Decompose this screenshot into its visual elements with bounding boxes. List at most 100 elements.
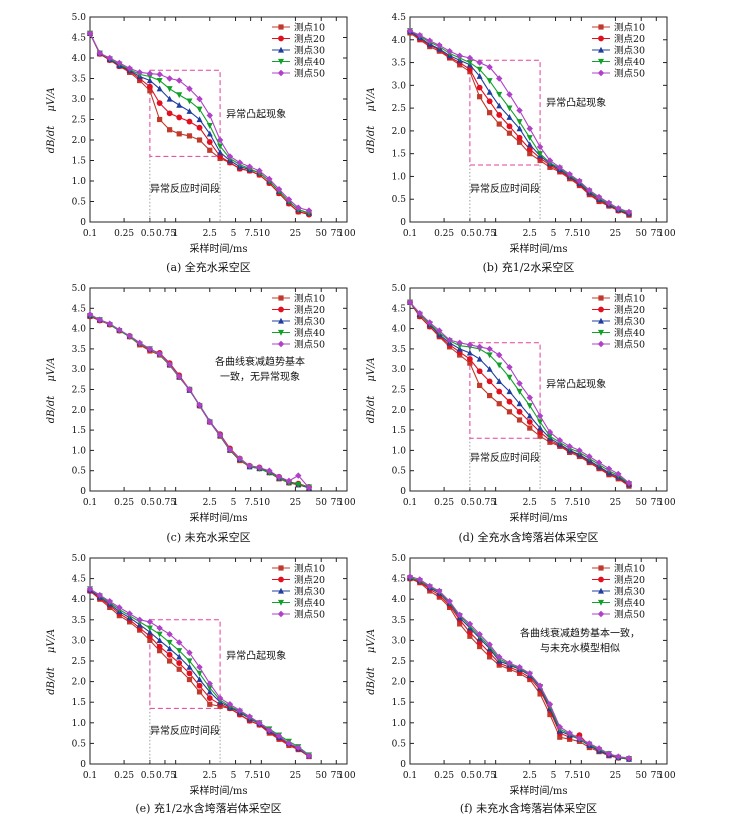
data-point	[496, 75, 503, 82]
x-tick-label: 0.1	[83, 771, 97, 781]
y-tick-label: 3.0	[72, 365, 87, 375]
panel-caption: (f) 未充水含垮落岩体采空区	[460, 801, 597, 815]
y-tick-label: 2.5	[392, 104, 407, 114]
x-tick-label: 25	[290, 771, 302, 781]
y-tick-label: 3.0	[392, 636, 407, 646]
data-point	[217, 149, 224, 155]
data-point	[537, 419, 544, 426]
y-tick-label: 4.5	[392, 575, 407, 585]
data-point	[186, 108, 193, 114]
data-point	[406, 573, 414, 580]
data-point	[476, 84, 483, 91]
y-tick-label: 5.0	[72, 13, 87, 23]
data-point	[467, 360, 473, 366]
y-tick-label: 3.5	[72, 616, 87, 626]
x-tick-label: 1	[173, 771, 179, 781]
x-axis-label: 采样时间/ms	[510, 784, 568, 797]
data-point	[86, 311, 94, 318]
data-point	[216, 431, 224, 439]
annotation-anomaly-bulge: 异常凸起现象	[226, 649, 286, 662]
x-axis-label: 采样时间/ms	[510, 242, 568, 255]
legend-entry: 测点30	[294, 587, 325, 598]
data-point	[586, 740, 593, 747]
legend-entry: 测点40	[614, 328, 645, 339]
data-point	[516, 107, 523, 114]
legend-entry: 测点10	[294, 564, 325, 575]
y-tick-label: 3.5	[392, 59, 407, 69]
data-point	[537, 151, 544, 157]
y-axis-label-derivative: dB/dt	[46, 666, 57, 695]
data-point	[416, 309, 423, 317]
data-point	[516, 400, 523, 407]
data-point	[266, 727, 273, 734]
data-point	[217, 143, 224, 150]
data-point	[496, 653, 503, 661]
data-point	[226, 701, 234, 708]
annotation-anomaly-bulge: 异常凸起现象	[546, 377, 606, 390]
data-point	[216, 694, 224, 702]
data-point	[486, 366, 493, 372]
data-point	[206, 695, 213, 701]
data-point	[496, 102, 503, 109]
legend-entry: 测点20	[294, 575, 325, 586]
data-point	[546, 157, 554, 164]
data-point	[186, 658, 193, 665]
x-tick-label: 0.25	[434, 229, 454, 239]
legend-marker	[278, 565, 284, 571]
data-point	[526, 419, 533, 425]
y-tick-label: 3.5	[72, 345, 87, 355]
data-point	[586, 453, 593, 460]
x-tick-label: 1	[493, 771, 499, 781]
data-point	[106, 598, 113, 605]
data-point	[516, 388, 523, 395]
x-tick-label: 0.1	[83, 498, 97, 508]
data-point	[466, 66, 473, 73]
data-point	[96, 591, 103, 599]
x-tick-label: 0.75	[476, 498, 496, 508]
y-tick-label: 2.5	[72, 116, 87, 126]
legend-entry: 测点20	[614, 305, 645, 316]
data-point	[196, 137, 203, 143]
data-point	[196, 663, 203, 671]
x-tick-label: 10	[259, 498, 271, 508]
data-point	[295, 204, 302, 211]
data-point	[146, 70, 154, 77]
data-point	[466, 341, 474, 349]
series-5	[406, 27, 633, 216]
data-point	[285, 740, 293, 747]
legend-entry: 测点10	[614, 564, 645, 575]
data-point	[426, 37, 433, 44]
data-point	[476, 73, 483, 79]
data-point	[196, 116, 203, 123]
legend-entry: 测点30	[294, 317, 325, 328]
data-point	[295, 481, 302, 488]
data-point	[256, 719, 263, 726]
x-tick-label: 100	[338, 229, 355, 239]
y-tick-label: 3.0	[72, 636, 87, 646]
series-4	[87, 313, 312, 491]
data-point	[207, 147, 213, 153]
data-point	[116, 59, 123, 67]
chart-panel-a: 0 0.5 1.0 1.5 2.0 2.5 3.0 3.5 4.0 4.5 5.0 0.1 0.25 0.…	[46, 13, 356, 274]
x-tick-label: 5	[231, 498, 237, 508]
data-point	[206, 418, 213, 426]
data-point	[615, 205, 622, 212]
data-point	[546, 433, 553, 440]
panel-caption: (d) 全充水含垮落岩体采空区	[458, 530, 598, 544]
data-point	[526, 670, 533, 677]
series-line	[89, 315, 310, 488]
y-tick-label: 2.0	[392, 678, 407, 688]
y-axis-label: dB/dt μV/A	[366, 629, 377, 695]
y-tick-label: 4.0	[392, 325, 407, 335]
data-point	[86, 585, 94, 593]
data-point	[477, 643, 483, 650]
data-point	[605, 750, 613, 757]
x-tick-label: 2.5	[203, 498, 218, 508]
data-point	[476, 66, 483, 73]
data-point	[156, 624, 163, 632]
data-point	[86, 30, 94, 37]
legend-entry: 测点50	[294, 69, 325, 80]
x-tick-label: 2.5	[203, 229, 218, 239]
data-point	[166, 631, 173, 638]
